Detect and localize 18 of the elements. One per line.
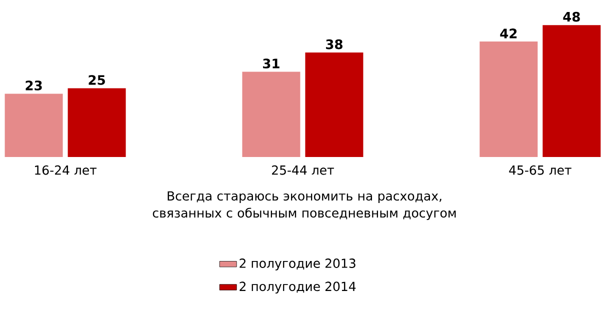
data-label: 31: [263, 58, 280, 68]
data-label: 23: [26, 80, 42, 90]
bar: [4, 94, 63, 157]
data-label: 48: [563, 12, 580, 22]
bar: [542, 25, 601, 157]
bar: [68, 88, 126, 157]
x-tick-label: 25-44 лет: [272, 165, 334, 175]
bar: [305, 52, 364, 157]
x-tick-label: 16-24 лет: [35, 165, 97, 175]
legend-label: 2 полугодие 2013: [240, 258, 356, 270]
x-axis-title: Всегда стараюсь экономить на расходах, связанных с обычным повседневным досугом: [152, 191, 456, 220]
x-tick-label: 45-65 лет: [509, 165, 572, 175]
data-label: 38: [326, 39, 342, 50]
bar: [480, 42, 538, 157]
bar: [242, 72, 300, 157]
legend-label: 2 полугодие 2014: [240, 282, 356, 294]
data-label: 42: [500, 28, 517, 38]
data-label: 25: [88, 75, 105, 85]
